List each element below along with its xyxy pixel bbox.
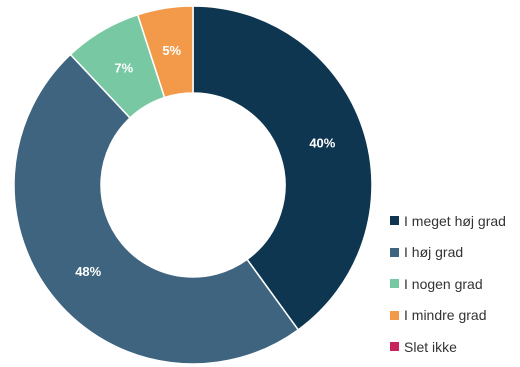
legend-label-4: Slet ikke: [404, 338, 457, 355]
legend-swatch-3: [390, 310, 399, 320]
chart-legend: I meget høj grad I høj grad I nogen grad I …: [390, 212, 506, 355]
legend-label-3: I mindre grad: [404, 307, 487, 323]
legend-label-0: I meget høj grad: [404, 212, 506, 229]
legend-item-4: Slet ikke: [390, 338, 506, 355]
legend-item-0: I meget høj grad: [390, 212, 506, 229]
legend-item-1: I høj grad: [390, 244, 506, 261]
slice-3: [136, 5, 194, 99]
legend-swatch-4: [390, 342, 399, 351]
legend-item-3: I mindre grad: [390, 307, 506, 324]
slice-label-2: 7%: [114, 60, 133, 75]
legend-swatch-0: [390, 216, 399, 225]
legend-swatch-2: [390, 279, 399, 288]
legend-label-1: I høj grad: [404, 244, 464, 260]
slice-label-0: 40%: [309, 135, 335, 150]
legend-item-2: I nogen grad: [390, 275, 506, 292]
slice-0: [192, 5, 373, 331]
legend-swatch-1: [390, 247, 399, 257]
slice-label-3: 5%: [162, 43, 181, 58]
legend-label-2: I nogen grad: [404, 275, 483, 292]
slice-label-1: 48%: [75, 264, 101, 279]
slice-1: [13, 53, 300, 365]
